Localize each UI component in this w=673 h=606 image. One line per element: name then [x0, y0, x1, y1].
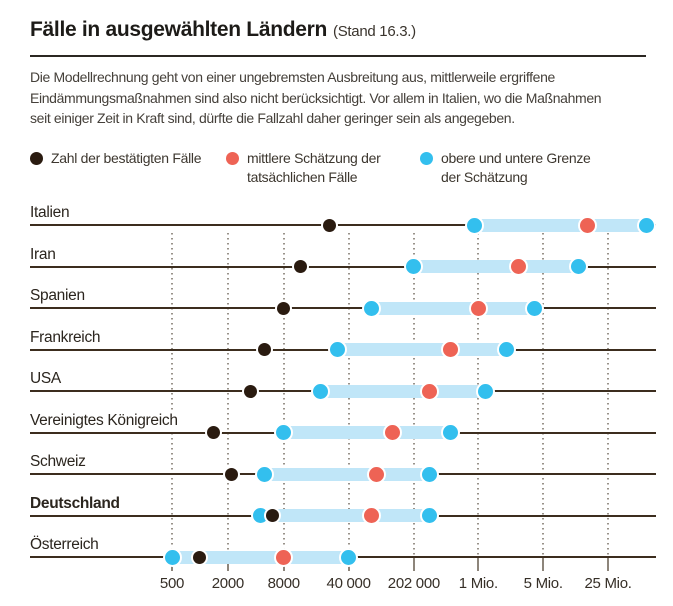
upper-bound-dot	[422, 508, 438, 523]
country-label: Vereinigtes Königreich	[30, 411, 182, 430]
intro-text: Die Modellrechnung geht von einer ungebr…	[30, 69, 602, 126]
legend-label: mittlere Schätzung der tatsächlichen Fäl…	[247, 150, 381, 185]
gridline	[607, 233, 610, 557]
upper-bound-dot	[639, 217, 655, 233]
axis-tick-label: 500	[159, 575, 185, 592]
confirmed-cases-dot	[206, 426, 220, 439]
lower-bound-dot	[405, 259, 421, 274]
confirmed-cases-dot	[243, 384, 257, 398]
confirmed-cases-dot	[225, 467, 239, 481]
lower-bound-dot	[164, 549, 180, 565]
estimate-band	[258, 467, 437, 481]
axis-tick-label: 25 Mio.	[584, 575, 632, 592]
confirmed-dot-icon	[30, 152, 43, 165]
gridline	[171, 233, 173, 557]
lower-bound-dot	[329, 342, 345, 357]
lower-bound-dot	[313, 383, 329, 399]
mean-estimate-dot	[470, 300, 486, 316]
legend: Zahl der bestätigten Fälle mittlere Schä…	[0, 149, 673, 193]
mean-estimate-dot-icon	[226, 152, 239, 165]
lower-bound-dot	[257, 466, 273, 482]
upper-bound-dot	[442, 425, 458, 440]
mean-estimate-dot	[510, 259, 526, 274]
country-label: USA	[30, 370, 65, 388]
axis-tick-label: 5 Mio.	[523, 575, 563, 592]
gridline	[282, 233, 285, 557]
estimate-band	[254, 509, 437, 522]
lower-bound-dot	[363, 300, 379, 316]
axis-tick-label: 2000	[211, 575, 244, 592]
upper-bound-dot	[570, 259, 586, 274]
page-title: Fälle in ausgewählten Ländern	[30, 18, 328, 41]
country-label: Iran	[30, 245, 60, 264]
axis-tick	[542, 557, 545, 571]
estimate-band	[406, 260, 585, 273]
lower-bound-dot	[276, 425, 292, 440]
upper-bound-dot	[526, 300, 542, 316]
confirmed-cases-dot	[323, 218, 337, 232]
country-label: Spanien	[30, 287, 89, 305]
estimate-band	[364, 301, 541, 315]
country-label: Deutschland	[30, 494, 124, 513]
mean-estimate-dot	[385, 425, 401, 440]
mean-estimate-dot	[422, 383, 438, 399]
row-line	[30, 307, 656, 309]
country-label: Frankreich	[30, 328, 105, 347]
legend-label: Zahl der bestätigten Fälle	[51, 150, 202, 166]
axis-tick-label: 202 000	[387, 575, 440, 592]
estimate-band	[467, 218, 654, 232]
axis-tick-label: 40 000	[326, 575, 371, 592]
legend-label: obere und untere Grenze der Schätzung	[441, 150, 591, 185]
gridline	[542, 233, 545, 557]
estimate-band	[165, 550, 356, 564]
row-line	[30, 224, 656, 226]
mean-estimate-dot	[276, 549, 292, 565]
gridline	[226, 233, 229, 557]
estimate-band	[314, 384, 493, 398]
page-title-suffix: (Stand 16.3.)	[333, 23, 416, 40]
chart-title-row: Fälle in ausgewählten Ländern (Stand 16.3…	[30, 18, 416, 42]
mean-estimate-dot	[442, 342, 458, 357]
axis-tick-label: 8000	[267, 575, 300, 592]
country-label: Österreich	[30, 536, 103, 554]
lower-bound-dot	[466, 217, 482, 233]
title-divider	[30, 55, 646, 57]
axis-tick-label: 1 Mio.	[458, 575, 498, 592]
bounds-dot-icon	[420, 152, 433, 165]
upper-bound-dot	[422, 466, 438, 482]
axis-tick	[607, 557, 610, 571]
mean-estimate-dot	[363, 508, 379, 523]
lower-bound-dot	[253, 508, 269, 523]
mean-estimate-dot	[579, 217, 595, 233]
country-label: Schweiz	[30, 453, 90, 471]
upper-bound-dot	[341, 549, 357, 565]
confirmed-cases-dot	[265, 509, 279, 522]
confirmed-cases-dot	[258, 343, 272, 356]
confirmed-cases-dot	[193, 550, 207, 564]
estimate-band	[330, 343, 513, 356]
country-label: Italien	[30, 204, 74, 222]
upper-bound-dot	[478, 383, 494, 399]
mean-estimate-dot	[369, 466, 385, 482]
confirmed-cases-dot	[277, 301, 291, 315]
axis-tick	[226, 557, 229, 571]
row-line	[30, 265, 656, 268]
upper-bound-dot	[498, 342, 514, 357]
confirmed-cases-dot	[293, 260, 307, 273]
axis-tick	[477, 557, 480, 571]
axis-tick	[412, 557, 415, 571]
estimate-band	[277, 426, 457, 439]
